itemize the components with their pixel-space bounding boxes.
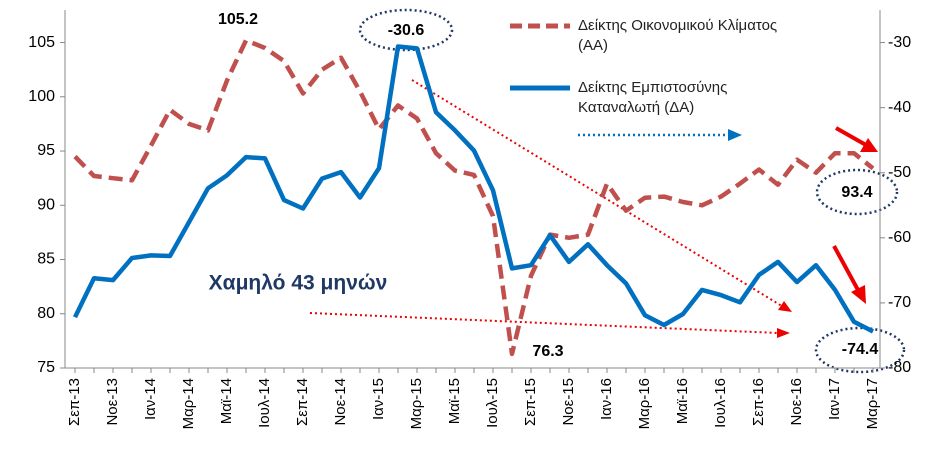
- y-tick-label: 100: [28, 88, 55, 105]
- x-tick-label: Μαρ-16: [636, 378, 653, 429]
- y2-tick-label: -40: [888, 99, 911, 116]
- x-tick-label: Μαϊ-15: [446, 378, 463, 424]
- x-tick-label: Ιουλ-14: [256, 378, 273, 428]
- highlight-ring: [815, 168, 899, 216]
- x-tick-label: Μαρ-14: [180, 378, 197, 429]
- series-line: [73, 38, 875, 357]
- x-tick-label: Σεπ-14: [294, 378, 311, 426]
- y2-tick-label: -60: [888, 229, 911, 246]
- x-tick-label: Ιαν-17: [826, 378, 843, 420]
- series-line: [72, 44, 875, 334]
- arrow-head: [860, 138, 878, 152]
- arrow-head: [728, 129, 742, 141]
- legend-label: Δείκτης Οικονομικού Κλίματος (ΑΑ): [578, 17, 778, 54]
- trend-arrow: [309, 312, 779, 334]
- arrow: [835, 126, 867, 147]
- annotation: -74.4: [842, 341, 879, 358]
- y-tick-label: 95: [37, 142, 55, 159]
- x-tick-label: Σεπ-15: [522, 378, 539, 426]
- x-tick-label: Ιαν-14: [142, 378, 159, 420]
- y2-tick-label: -50: [888, 164, 911, 181]
- y2-tick-label: -30: [888, 34, 911, 51]
- x-tick-label: Νοε-16: [788, 378, 805, 426]
- y-tick-label: 75: [37, 359, 55, 376]
- arrow: [832, 245, 860, 291]
- y2-tick-label: -70: [888, 294, 911, 311]
- decorations: [309, 8, 906, 374]
- x-tick-label: Ιαν-15: [370, 378, 387, 420]
- x-tick-label: Μαρ-15: [408, 378, 425, 429]
- arrow-head: [778, 301, 792, 312]
- x-tick-label: Μαϊ-16: [674, 378, 691, 424]
- y2-tick-label: -80: [888, 359, 911, 376]
- x-tick-label: Σεπ-13: [66, 378, 83, 426]
- x-tick-label: Μαϊ-14: [218, 378, 235, 424]
- y-tick-label: 90: [37, 196, 55, 213]
- annotation: 76.3: [532, 343, 563, 360]
- x-tick-label: Νοε-15: [560, 378, 577, 426]
- x-tick-label: Νοε-13: [104, 378, 121, 426]
- y-tick-label: 85: [37, 251, 55, 268]
- x-tick-label: Νοε-14: [332, 378, 349, 426]
- annotation: Χαμηλό 43 μηνών: [209, 272, 388, 295]
- x-tick-label: Ιουλ-15: [484, 378, 501, 428]
- annotation: 105.2: [218, 11, 258, 28]
- highlight-ring: [814, 326, 906, 374]
- arrow-head: [777, 328, 790, 338]
- x-tick-label: Ιαν-16: [598, 378, 615, 420]
- x-tick-label: Σεπ-16: [750, 378, 767, 426]
- highlight-ring: [358, 8, 454, 52]
- x-tick-label: Μαρ-17: [864, 378, 881, 429]
- x-tick-label: Ιουλ-16: [712, 378, 729, 428]
- arrow-head: [851, 285, 866, 304]
- y-tick-label: 105: [28, 34, 55, 51]
- annotation: 93.4: [841, 184, 872, 201]
- y-tick-label: 80: [37, 305, 55, 322]
- annotation: -30.6: [388, 22, 425, 39]
- legend-label: Δείκτης Εμπιστοσύνης Καταναλωτή (ΔΑ): [578, 79, 728, 116]
